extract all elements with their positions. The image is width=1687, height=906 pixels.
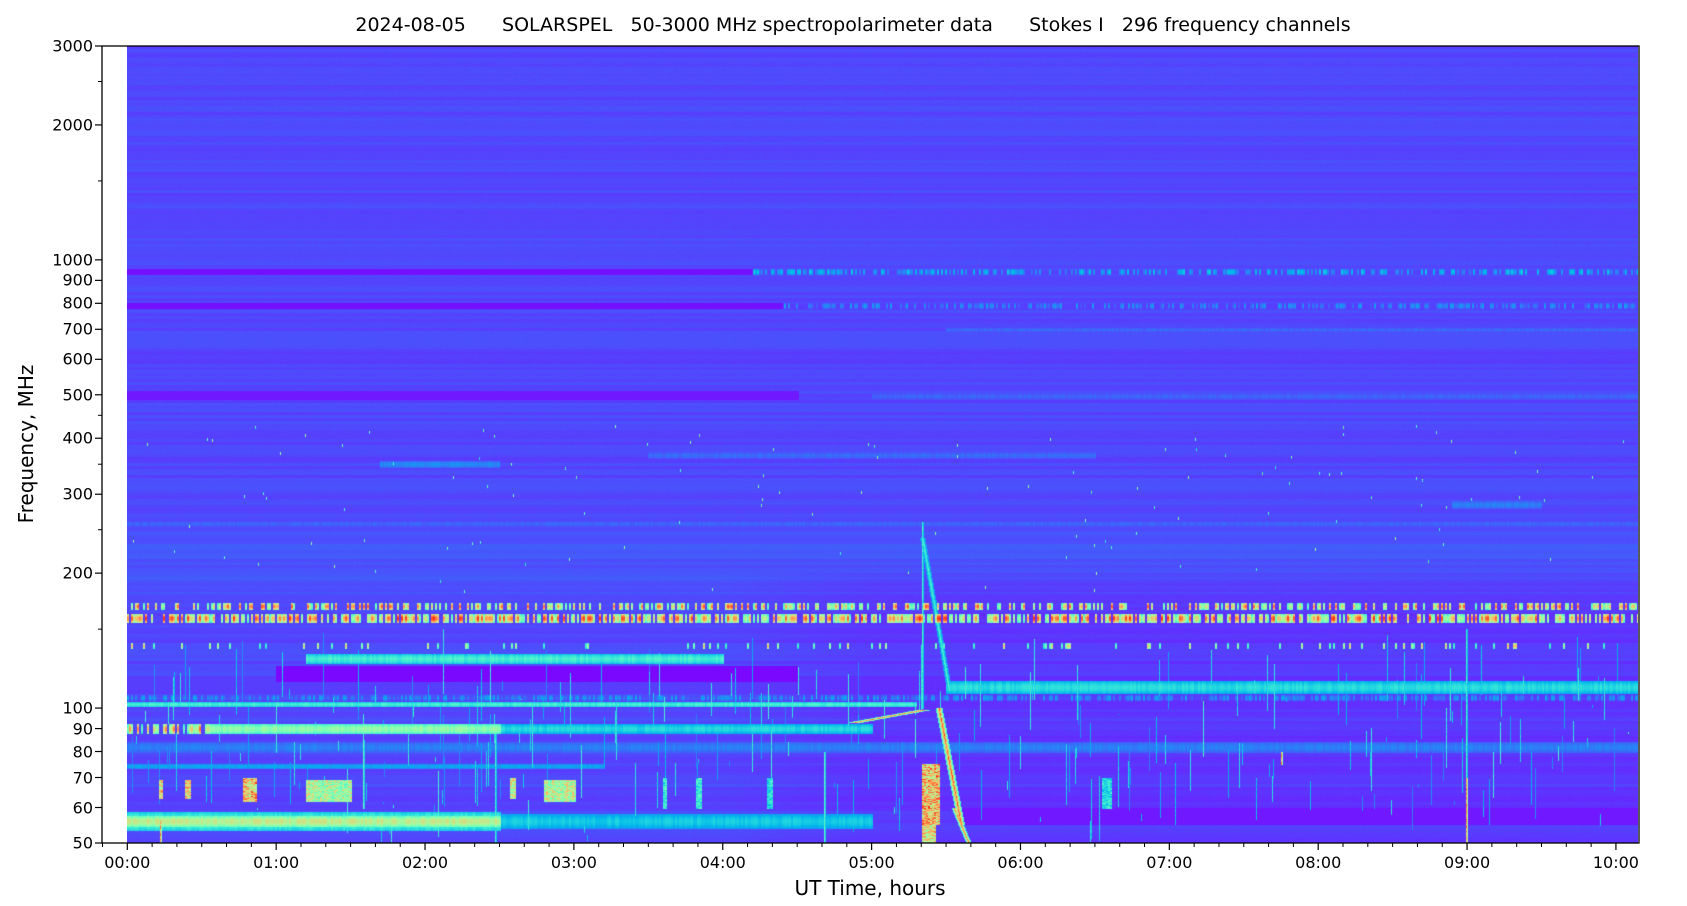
y-tick-label: 70 bbox=[72, 768, 93, 787]
y-tick-label: 300 bbox=[62, 484, 93, 504]
y-tick-label: 90 bbox=[72, 719, 93, 739]
x-tick-label: 09:00 bbox=[1444, 853, 1491, 872]
plot-frame bbox=[101, 45, 1640, 844]
y-axis-label: Frequency, MHz bbox=[14, 364, 38, 524]
x-tick-label: 03:00 bbox=[550, 853, 597, 872]
x-tick-label: 05:00 bbox=[848, 853, 895, 872]
y-tick-label: 100 bbox=[62, 698, 93, 718]
chart-title: 2024-08-05 SOLARSPEL 50-3000 MHz spectro… bbox=[355, 14, 1351, 36]
y-tick-label: 50 bbox=[72, 833, 93, 853]
x-tick-label: 02:00 bbox=[401, 853, 449, 872]
x-tick-label: 00:00 bbox=[104, 853, 151, 872]
y-tick-label: 80 bbox=[72, 742, 93, 761]
x-axis-label: UT Time, hours bbox=[794, 876, 946, 900]
x-tick-label: 06:00 bbox=[997, 853, 1044, 872]
x-tick-label: 10:00 bbox=[1592, 853, 1639, 872]
y-tick-label: 700 bbox=[62, 319, 93, 339]
y-tick-label: 800 bbox=[62, 293, 93, 313]
y-tick-label: 200 bbox=[62, 563, 93, 583]
y-tick-label: 3000 bbox=[52, 36, 93, 56]
y-tick-label: 900 bbox=[62, 270, 93, 290]
x-tick-label: 08:00 bbox=[1295, 853, 1342, 872]
y-tick-label: 600 bbox=[62, 349, 93, 369]
y-tick-label: 60 bbox=[72, 798, 93, 817]
x-tick-label: 07:00 bbox=[1146, 853, 1193, 872]
y-tick-label: 2000 bbox=[52, 115, 93, 135]
x-tick-label: 01:00 bbox=[253, 853, 300, 872]
x-tick-label: 04:00 bbox=[699, 853, 746, 872]
y-tick-label: 400 bbox=[62, 428, 93, 448]
spectrogram-heatmap bbox=[127, 46, 1638, 843]
y-tick-label: 500 bbox=[62, 385, 93, 405]
y-tick-label: 1000 bbox=[52, 250, 93, 270]
